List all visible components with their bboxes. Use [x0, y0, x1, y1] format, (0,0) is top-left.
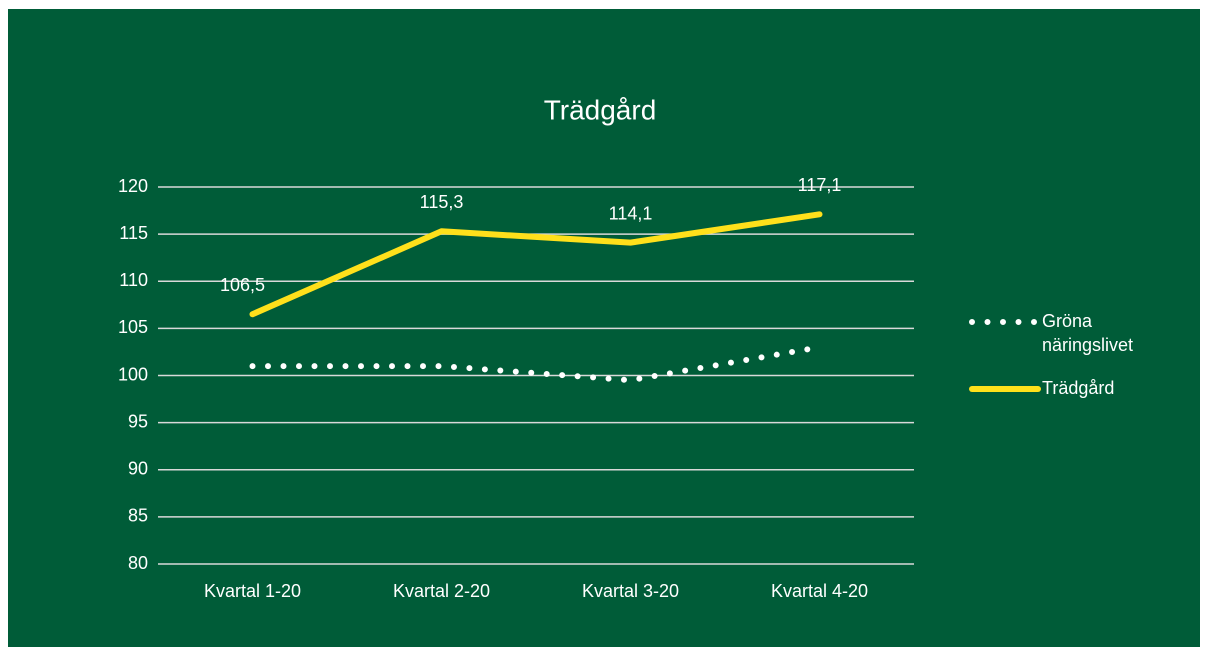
y-tick-label: 120 — [118, 176, 148, 196]
chart-title: Trädgård — [544, 94, 657, 125]
x-tick-label: Kvartal 1-20 — [204, 581, 301, 601]
y-tick-label: 90 — [128, 459, 148, 479]
legend-label: Trädgård — [1042, 378, 1114, 398]
y-tick-label: 100 — [118, 364, 148, 384]
legend-label-line: näringslivet — [1042, 335, 1133, 355]
legend-label-line: Gröna — [1042, 311, 1097, 331]
data-label: 114,1 — [609, 203, 653, 223]
data-label: 115,3 — [420, 192, 464, 212]
x-tick-label: Kvartal 2-20 — [393, 581, 490, 601]
data-label: 106,5 — [220, 275, 265, 295]
series-line — [249, 344, 823, 384]
x-tick-label: Kvartal 3-20 — [582, 581, 679, 601]
y-tick-label: 95 — [128, 411, 148, 431]
y-tick-label: 115 — [119, 223, 148, 243]
y-tick-label: 105 — [118, 317, 148, 337]
series-line — [249, 211, 823, 318]
x-tick-label: Kvartal 4-20 — [771, 581, 868, 601]
y-tick-label: 85 — [128, 506, 148, 526]
legend-label: Gröna näringslivet — [1042, 311, 1133, 355]
y-tick-label: 110 — [119, 270, 148, 290]
data-label: 117,1 — [798, 175, 842, 195]
y-tick-label: 80 — [128, 553, 148, 573]
